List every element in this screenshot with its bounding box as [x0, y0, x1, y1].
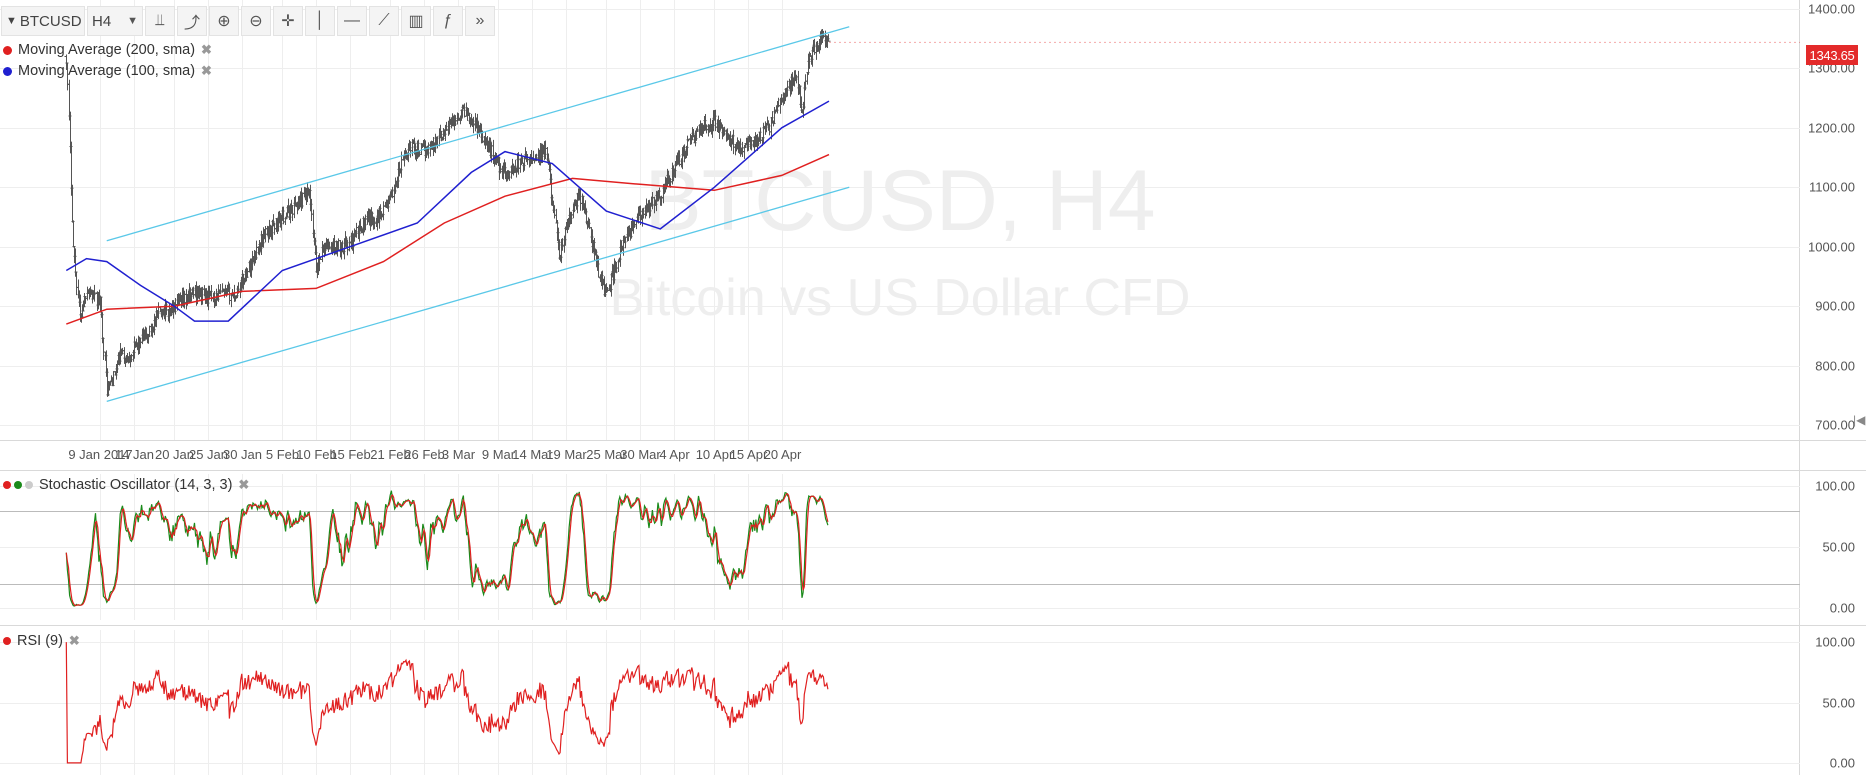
interval-label: H4 — [92, 12, 112, 30]
ohlc-bar — [218, 283, 223, 295]
symbol-selector[interactable]: ▼ BTCUSD — [1, 6, 85, 36]
price-tick-label: 900.00 — [1815, 299, 1855, 314]
trend-line-icon: ⟋ — [378, 12, 390, 29]
channel-lower-line — [106, 186, 850, 402]
x-tick-label: 19 Mar — [546, 447, 587, 462]
function-button[interactable]: ƒ — [433, 6, 463, 36]
zoom-in-button[interactable]: ⊕ — [209, 6, 239, 36]
rsi-tick-label: 0.00 — [1830, 756, 1855, 771]
x-tick-label: 25 Jan — [189, 447, 228, 462]
function-icon: ƒ — [443, 12, 453, 29]
ma100-line — [65, 100, 830, 322]
price-tick-label: 1100.00 — [1809, 180, 1855, 195]
horizontal-line-button[interactable]: — — [337, 6, 367, 36]
ohlc-bar — [826, 34, 831, 42]
indicators-button[interactable]: ⤴ — [177, 6, 207, 36]
x-tick-label: 14 Jan — [115, 447, 154, 462]
chevron-down-icon: ▼ — [127, 15, 138, 27]
vertical-line-button[interactable]: │ — [305, 6, 335, 36]
x-tick-label: 15 Feb — [330, 447, 370, 462]
collapse-panel-icon[interactable]: |◀ — [1853, 413, 1866, 427]
legend-ma200[interactable]: Moving Average (200, sma) ✖ — [3, 42, 212, 58]
stoch-level-color-dot — [25, 481, 33, 489]
price-tick-label: 800.00 — [1815, 359, 1855, 374]
channel-upper-line — [106, 26, 850, 242]
stoch-d-line — [65, 492, 829, 607]
ohlc-bar — [381, 201, 386, 221]
symbol-dropdown-icon: ▼ — [6, 15, 17, 27]
stoch-k-line — [65, 490, 829, 607]
bar-style-button[interactable]: ⫫ — [145, 6, 175, 36]
zoom-out-button[interactable]: ⊖ — [241, 6, 271, 36]
legend-ma100-label: Moving Average (100, sma) — [18, 63, 196, 79]
price-tick-label: 700.00 — [1815, 418, 1855, 433]
indicators-icon: ⤴ — [183, 15, 200, 32]
ma200-color-dot — [3, 45, 12, 55]
rsi-tick-label: 100.00 — [1815, 635, 1855, 650]
x-tick-label: 30 Jan — [223, 447, 262, 462]
remove-stoch-icon[interactable]: ✖ — [238, 477, 250, 492]
legend-rsi-label: RSI (9) — [17, 633, 63, 649]
legend-stoch-label: Stochastic Oscillator (14, 3, 3) — [39, 477, 233, 493]
horizontal-line-icon: — — [344, 12, 360, 29]
fast-forward-icon: » — [475, 12, 485, 29]
fast-forward-button[interactable]: » — [465, 6, 495, 36]
legend-rsi[interactable]: RSI (9) ✖ — [3, 633, 80, 649]
chart-toolbar: ▼ BTCUSD H4 ▼ ⫫ ⤴ ⊕ ⊖ ✛ │ — ⟋ ▥ ƒ » — [1, 6, 495, 36]
x-tick-label: 30 Mar — [620, 447, 661, 462]
legend-ma200-label: Moving Average (200, sma) — [18, 42, 196, 58]
x-tick-label: 9 Mar — [482, 447, 516, 462]
x-tick-label: 20 Jan — [155, 447, 194, 462]
rsi-tick-label: 50.00 — [1822, 696, 1855, 711]
stoch-d-color-dot — [3, 481, 11, 489]
vertical-grid — [100, 0, 783, 775]
stoch-tick-label: 50.00 — [1822, 540, 1855, 555]
remove-ma100-icon[interactable]: ✖ — [201, 63, 212, 78]
trend-line-button[interactable]: ⟋ — [369, 6, 399, 36]
x-tick-label: 25 Mar — [586, 447, 627, 462]
watermark-subtitle: Bitcoin vs US Dollar CFD — [610, 269, 1191, 327]
x-tick-label: 26 Feb — [404, 447, 444, 462]
legend-stoch[interactable]: Stochastic Oscillator (14, 3, 3) ✖ — [3, 477, 249, 493]
legend-ma100[interactable]: Moving Average (100, sma) ✖ — [3, 63, 212, 79]
fib-button[interactable]: ▥ — [401, 6, 431, 36]
bar-style-icon: ⫫ — [155, 12, 165, 29]
interval-selector[interactable]: H4 ▼ — [87, 6, 143, 36]
x-tick-label: 20 Apr — [764, 447, 802, 462]
fib-icon: ▥ — [408, 13, 424, 30]
stoch-tick-label: 100.00 — [1815, 479, 1855, 494]
zoom-in-icon: ⊕ — [217, 13, 231, 30]
x-tick-label: 10 Feb — [296, 447, 336, 462]
watermark-title: BTCUSD, H4 — [644, 153, 1155, 249]
x-tick-label: 4 Apr — [659, 447, 690, 462]
zoom-out-icon: ⊖ — [249, 13, 263, 30]
remove-rsi-icon[interactable]: ✖ — [68, 633, 80, 648]
price-tick-label: 1200.00 — [1808, 121, 1855, 136]
x-tick-label: 3 Mar — [442, 447, 476, 462]
x-tick-label: 5 Feb — [266, 447, 299, 462]
rsi-color-dot — [3, 637, 11, 645]
x-tick-label: 14 Mar — [512, 447, 553, 462]
x-tick-label: 21 Feb — [370, 447, 410, 462]
price-tick-label: 1000.00 — [1808, 240, 1855, 255]
crosshair-button[interactable]: ✛ — [273, 6, 303, 36]
x-tick-label: 15 Apr — [730, 447, 768, 462]
vertical-line-icon: │ — [315, 12, 325, 29]
stoch-k-color-dot — [14, 481, 22, 489]
x-tick-label: 10 Apr — [696, 447, 734, 462]
symbol-label: BTCUSD — [19, 12, 82, 30]
ma100-color-dot — [3, 66, 12, 76]
ohlc-bar — [71, 220, 76, 248]
x-tick-label: 9 Jan 2017 — [68, 447, 132, 462]
remove-ma200-icon[interactable]: ✖ — [201, 42, 212, 57]
rsi-line — [65, 642, 829, 764]
price-tick-label: 1400.00 — [1808, 2, 1855, 17]
last-price-tag: 1343.65 — [1806, 45, 1858, 65]
stoch-tick-label: 0.00 — [1830, 601, 1855, 616]
crosshair-icon: ✛ — [281, 13, 295, 30]
